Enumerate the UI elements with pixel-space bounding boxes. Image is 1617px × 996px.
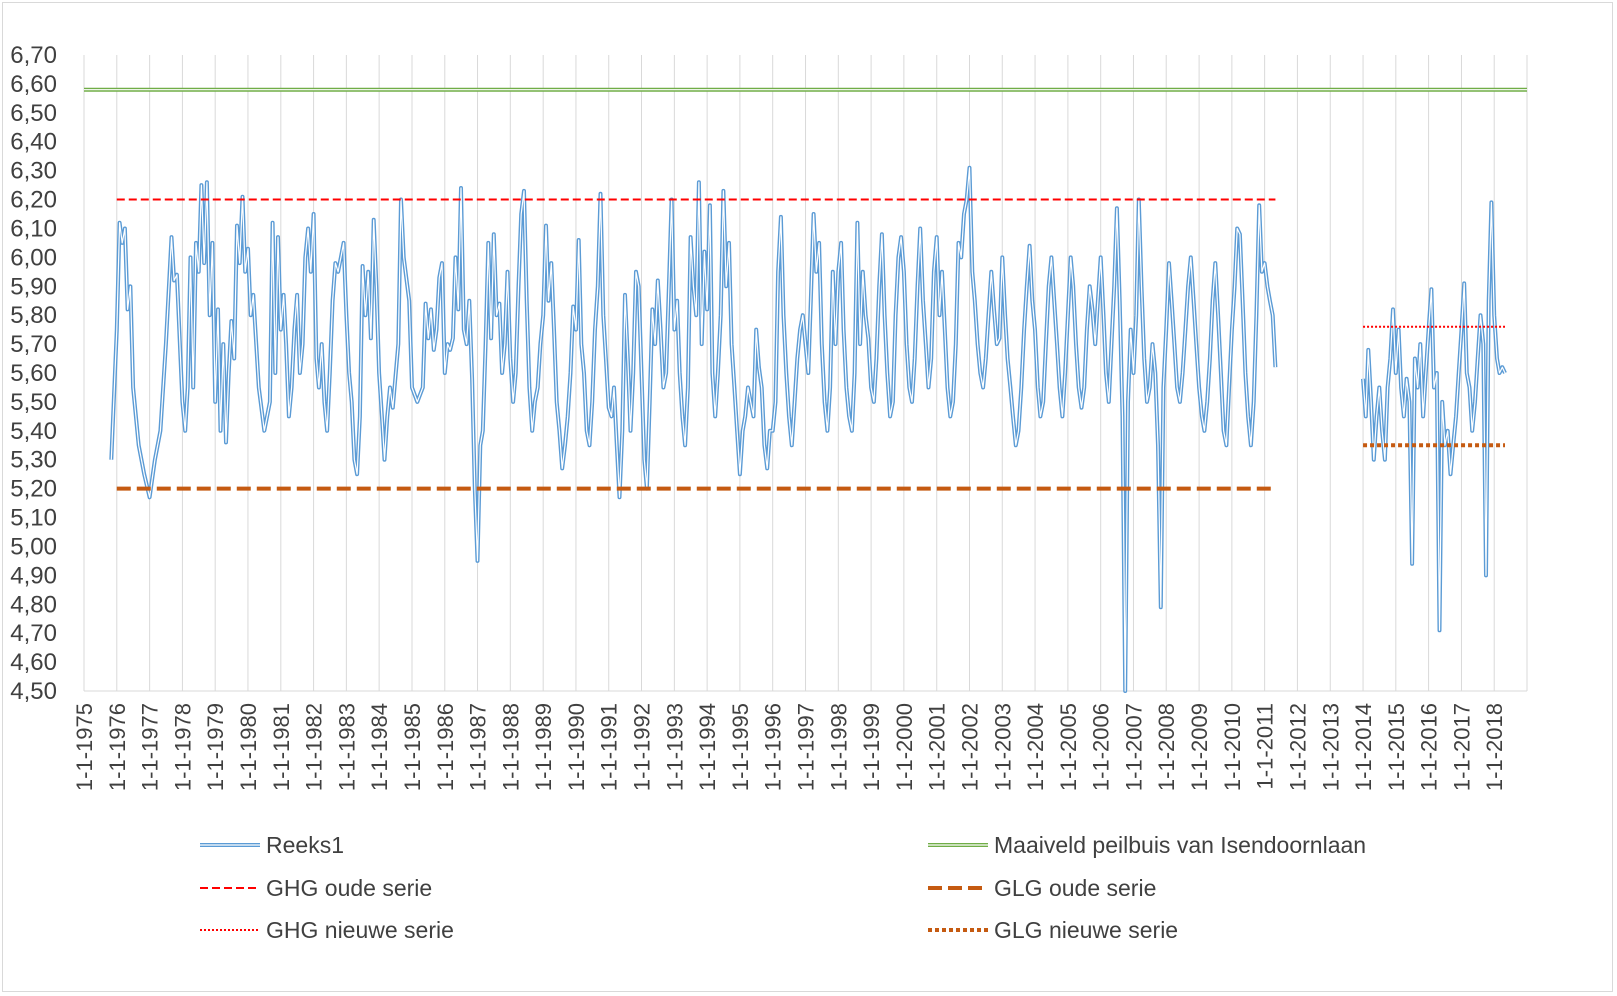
y-tick-label: 6,10 — [10, 215, 57, 242]
x-tick-label: 1-1-1977 — [138, 703, 163, 791]
x-tick-label: 1-1-1980 — [236, 703, 261, 791]
series-reeks1-segment-1-inner — [110, 167, 1276, 692]
y-tick-label: 4,60 — [10, 649, 57, 676]
y-tick-label: 5,50 — [10, 389, 57, 416]
y-tick-label: 5,70 — [10, 331, 57, 358]
legend-item: GLG oude serie — [928, 875, 1156, 901]
y-tick-label: 5,20 — [10, 476, 57, 503]
x-tick-label: 1-1-2018 — [1482, 703, 1507, 791]
x-tick-label: 1-1-2014 — [1351, 703, 1376, 791]
y-tick-label: 6,60 — [10, 71, 57, 98]
x-tick-label: 1-1-1989 — [531, 703, 556, 791]
x-tick-label: 1-1-2013 — [1318, 703, 1343, 791]
legend-item: Maaiveld peilbuis van Isendoornlaan — [928, 832, 1366, 858]
x-tick-label: 1-1-1976 — [105, 703, 130, 791]
y-tick-label: 6,20 — [10, 187, 57, 214]
x-tick-label: 1-1-2017 — [1449, 703, 1474, 791]
x-tick-label: 1-1-1990 — [564, 703, 589, 791]
x-tick-label: 1-1-1985 — [400, 703, 425, 791]
x-tick-label: 1-1-1994 — [695, 703, 720, 791]
legend-label: GHG oude serie — [266, 875, 432, 901]
legend-label: GLG nieuwe serie — [994, 917, 1178, 943]
x-tick-label: 1-1-1997 — [794, 703, 819, 791]
x-tick-label: 1-1-2005 — [1056, 703, 1081, 791]
x-tick-label: 1-1-2006 — [1089, 703, 1114, 791]
x-tick-label: 1-1-2003 — [990, 703, 1015, 791]
x-tick-label: 1-1-2008 — [1154, 703, 1179, 791]
series-reeks1-segment-2-inner — [1362, 201, 1506, 631]
line-chart: 4,504,604,704,804,905,005,105,205,305,40… — [10, 42, 1528, 943]
x-tick-label: 1-1-1981 — [269, 703, 294, 791]
x-tick-label: 1-1-1995 — [728, 703, 753, 791]
x-tick-label: 1-1-1975 — [72, 703, 97, 791]
x-tick-label: 1-1-1998 — [826, 703, 851, 791]
x-axis-ticks: 1-1-1975 1-1-1976 1-1-1977 1-1-1978 1-1-1979… — [72, 703, 1507, 791]
y-tick-label: 5,60 — [10, 360, 57, 387]
x-tick-label: 1-1-2011 — [1253, 703, 1278, 789]
y-tick-label: 4,70 — [10, 620, 57, 647]
x-tick-label: 1-1-1991 — [597, 703, 622, 791]
y-tick-label: 5,00 — [10, 533, 57, 560]
y-tick-label: 6,30 — [10, 158, 57, 185]
y-tick-label: 5,10 — [10, 505, 57, 532]
legend-label: GLG oude serie — [994, 875, 1156, 901]
series-group — [84, 87, 1527, 693]
legend-label: GHG nieuwe serie — [266, 917, 454, 943]
y-tick-label: 5,30 — [10, 447, 57, 474]
x-tick-label: 1-1-1979 — [203, 703, 228, 791]
legend: Reeks1 Maaiveld peilbuis van Isendoornlaa… — [200, 832, 1366, 943]
x-tick-label: 1-1-2004 — [1023, 703, 1048, 791]
legend-item: Reeks1 — [200, 832, 344, 858]
y-tick-label: 4,80 — [10, 591, 57, 618]
legend-item: GLG nieuwe serie — [928, 917, 1178, 943]
x-tick-label: 1-1-2007 — [1121, 703, 1146, 791]
legend-item: GHG oude serie — [200, 875, 432, 901]
y-tick-label: 5,40 — [10, 418, 57, 445]
y-tick-label: 5,90 — [10, 273, 57, 300]
series-reeks1-segment-2 — [1361, 200, 1507, 633]
x-tick-label: 1-1-1978 — [170, 703, 195, 791]
y-tick-label: 6,40 — [10, 129, 57, 156]
x-tick-label: 1-1-1986 — [433, 703, 458, 791]
x-tick-label: 1-1-2001 — [925, 703, 950, 791]
x-tick-label: 1-1-2010 — [1220, 703, 1245, 791]
legend-label: Reeks1 — [266, 832, 344, 858]
x-tick-label: 1-1-1983 — [334, 703, 359, 791]
y-tick-label: 6,70 — [10, 42, 57, 69]
x-tick-label: 1-1-1984 — [367, 703, 392, 791]
x-tick-label: 1-1-1992 — [630, 703, 655, 791]
series-reeks1-segment-1 — [109, 165, 1278, 693]
y-axis-ticks: 4,504,604,704,804,905,005,105,205,305,40… — [10, 42, 57, 705]
y-tick-label: 5,80 — [10, 302, 57, 329]
x-tick-label: 1-1-2016 — [1417, 703, 1442, 791]
x-tick-label: 1-1-1999 — [859, 703, 884, 791]
y-tick-label: 6,50 — [10, 100, 57, 127]
x-tick-label: 1-1-2009 — [1187, 703, 1212, 791]
x-tick-label: 1-1-2002 — [957, 703, 982, 791]
y-tick-label: 4,50 — [10, 678, 57, 705]
x-tick-label: 1-1-1987 — [466, 703, 491, 791]
x-tick-label: 1-1-1988 — [498, 703, 523, 791]
x-tick-label: 1-1-2000 — [892, 703, 917, 791]
x-tick-label: 1-1-2012 — [1285, 703, 1310, 791]
x-tick-label: 1-1-1982 — [302, 703, 327, 791]
y-tick-label: 6,00 — [10, 244, 57, 271]
y-tick-label: 4,90 — [10, 562, 57, 589]
x-tick-label: 1-1-2015 — [1384, 703, 1409, 791]
x-tick-label: 1-1-1993 — [662, 703, 687, 791]
legend-item: GHG nieuwe serie — [200, 917, 454, 943]
x-tick-label: 1-1-1996 — [761, 703, 786, 791]
legend-label: Maaiveld peilbuis van Isendoornlaan — [994, 832, 1366, 858]
